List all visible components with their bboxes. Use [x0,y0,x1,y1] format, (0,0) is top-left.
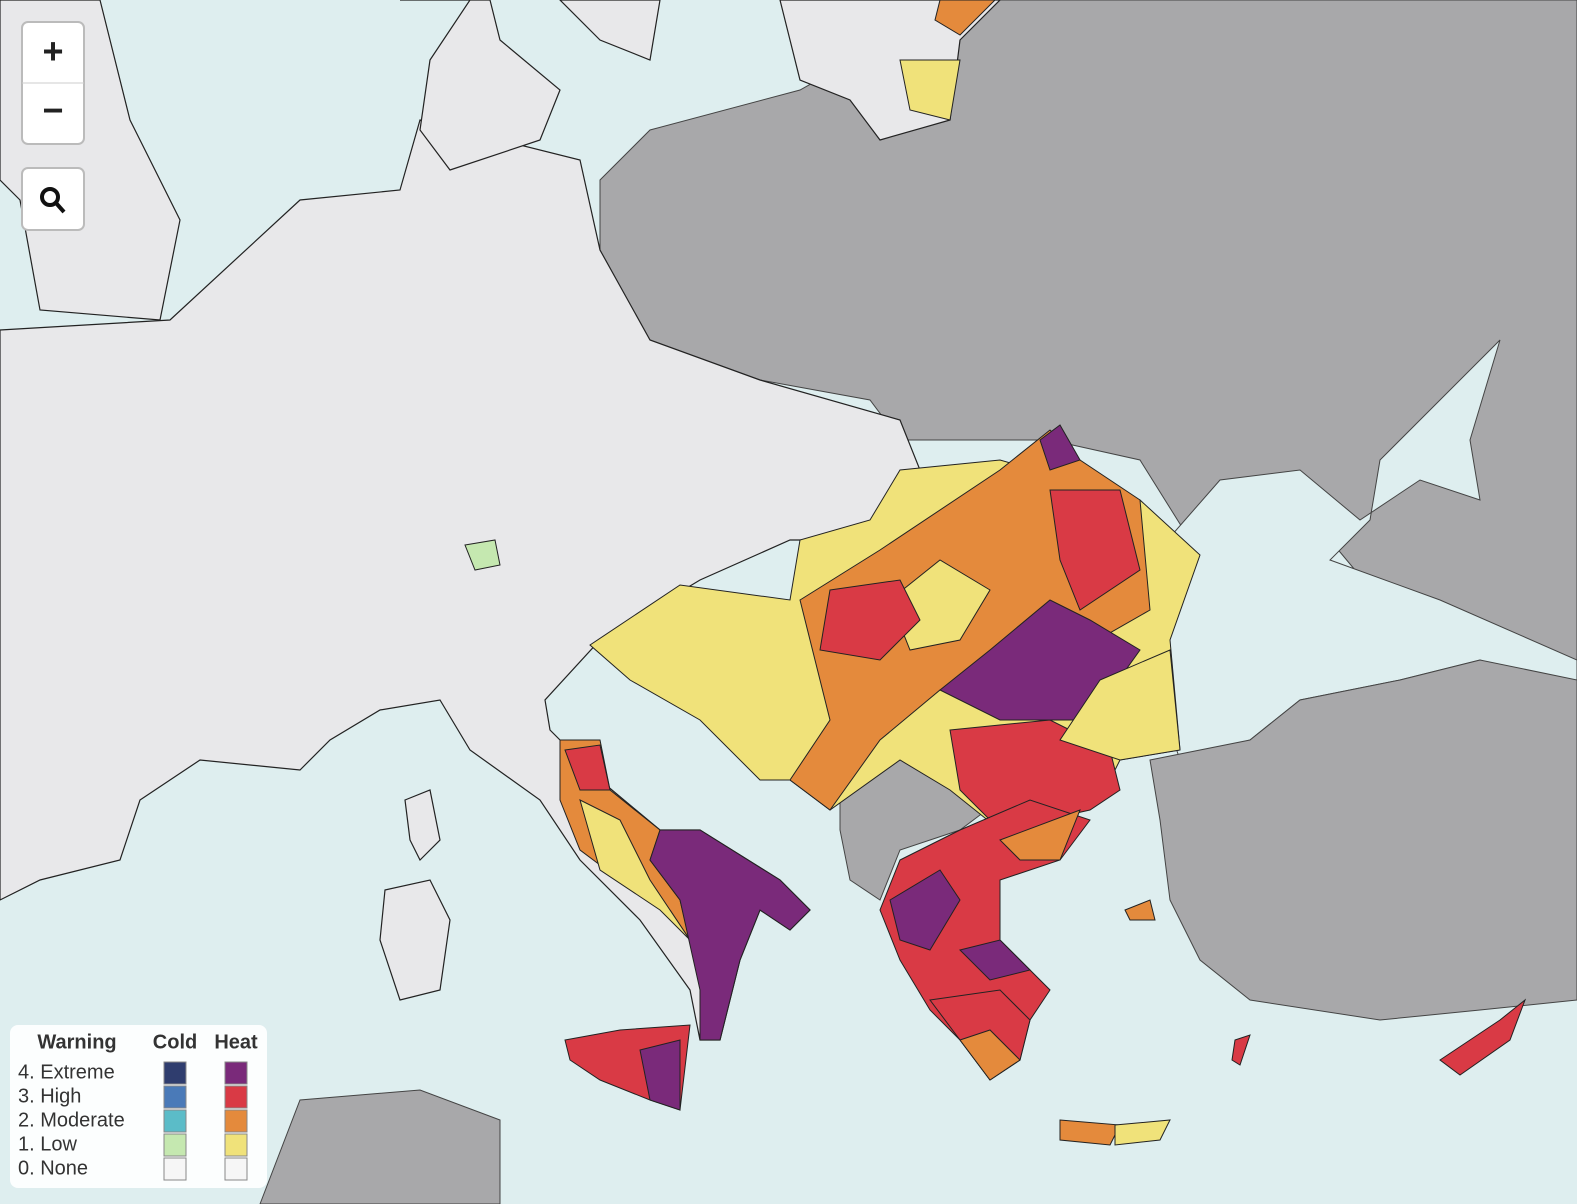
legend-swatch [163,1085,187,1109]
locate-button[interactable] [21,167,85,231]
legend-label: 2. Moderate [18,1109,125,1131]
legend-label: 1. Low [18,1133,77,1155]
legend-title: Warning [37,1031,116,1053]
zoom-control: + − [21,21,85,145]
legend-column: Cold [153,1031,197,1053]
legend-column: Heat [214,1031,258,1053]
legend-label: 4. Extreme [18,1061,115,1083]
zoom-in[interactable]: + [42,31,63,72]
zoom-out[interactable]: − [42,90,63,131]
legend-label: 0. None [18,1157,88,1179]
legend-swatch [224,1133,248,1157]
legend-swatch [163,1133,187,1157]
legend-box [10,1025,267,1188]
legend-label: 3. High [18,1085,81,1107]
legend-swatch [224,1061,248,1085]
legend-swatch [224,1085,248,1109]
legend-swatch [224,1109,248,1133]
legend-swatch [163,1061,187,1085]
legend-swatch [224,1157,248,1181]
warning-regions [559,424,1527,1146]
legend-swatch [163,1157,187,1181]
legend-swatch [163,1109,187,1133]
